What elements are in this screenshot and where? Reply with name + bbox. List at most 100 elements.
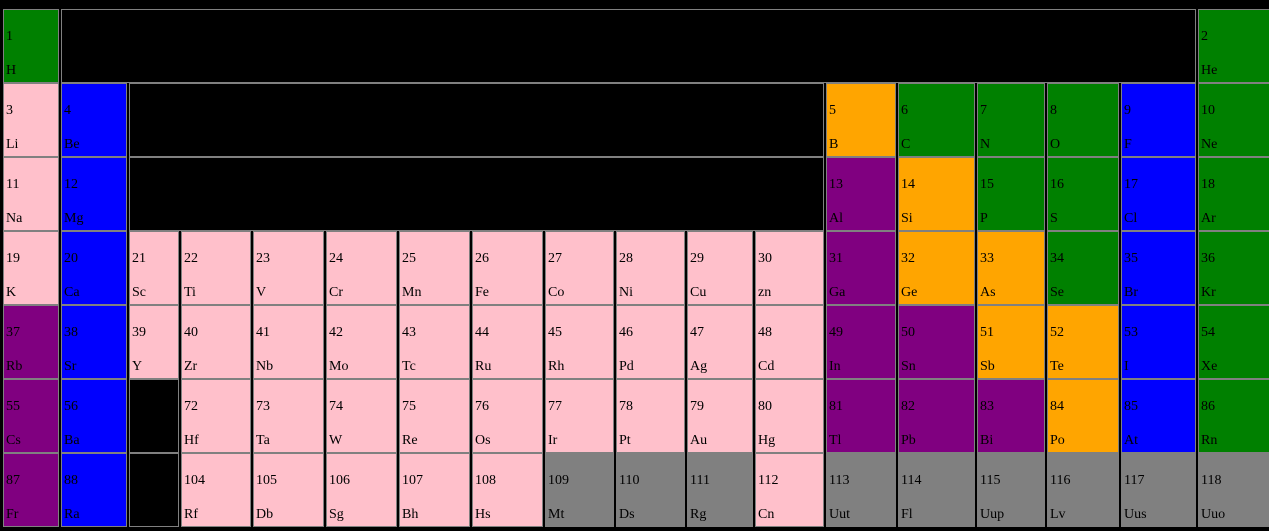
atomic-number: 24 [329, 251, 343, 266]
atomic-number: 84 [1050, 399, 1064, 414]
atomic-number: 35 [1124, 251, 1138, 266]
element-cell-lv: 116 Lv [1047, 453, 1119, 527]
atomic-number: 8 [1050, 103, 1057, 118]
element-symbol: K [6, 285, 17, 300]
atomic-number: 114 [901, 473, 922, 488]
atomic-number: 9 [1124, 103, 1131, 118]
empty-region [129, 157, 824, 231]
element-cell-ge: 32 Ge [898, 231, 975, 305]
atomic-number: 44 [475, 325, 489, 340]
atomic-number: 37 [6, 325, 20, 340]
element-cell-ra: 88 Ra [61, 453, 127, 527]
element-symbol: Pt [619, 433, 631, 448]
atomic-number: 32 [901, 251, 915, 266]
element-cell-zr: 40 Zr [181, 305, 251, 379]
atomic-number: 33 [980, 251, 994, 266]
atomic-number: 26 [475, 251, 489, 266]
element-symbol: Y [132, 359, 143, 374]
element-symbol: Ba [64, 433, 80, 448]
element-cell-tl: 81 Tl [826, 379, 896, 453]
element-symbol: Be [64, 137, 80, 152]
atomic-number: 73 [256, 399, 270, 414]
atomic-number: 28 [619, 251, 633, 266]
atomic-number: 113 [829, 473, 850, 488]
atomic-number: 4 [64, 103, 71, 118]
element-cell-k: 19 K [3, 231, 59, 305]
element-cell-rg: 111 Rg [687, 453, 753, 527]
element-symbol: Ar [1201, 211, 1216, 226]
periodic-table: 1 H 2 He 3 Li 4 Be 5 B 6 C 7 N 8 O 9 F 10 Ne 11 Na 12 Mg 13 Al 14 S… [3, 9, 1269, 529]
element-symbol: Cn [758, 507, 775, 522]
atomic-number: 88 [64, 473, 78, 488]
atomic-number: 45 [548, 325, 562, 340]
element-symbol: Br [1124, 285, 1138, 300]
element-symbol: Ga [829, 285, 846, 300]
atomic-number: 79 [690, 399, 704, 414]
atomic-number: 80 [758, 399, 772, 414]
element-symbol: Pd [619, 359, 634, 374]
element-symbol: Pb [901, 433, 916, 448]
element-symbol: Hs [475, 507, 491, 522]
element-symbol: Sc [132, 285, 146, 300]
element-cell-mo: 42 Mo [326, 305, 397, 379]
element-cell-ta: 73 Ta [253, 379, 324, 453]
atomic-number: 112 [758, 473, 779, 488]
element-cell-uus: 117 Uus [1121, 453, 1196, 527]
element-cell-sg: 106 Sg [326, 453, 397, 527]
atomic-number: 53 [1124, 325, 1138, 340]
element-cell-li: 3 Li [3, 83, 59, 157]
element-cell-mn: 25 Mn [399, 231, 470, 305]
element-cell-v: 23 V [253, 231, 324, 305]
element-cell-sr: 38 Sr [61, 305, 127, 379]
element-cell-cr: 24 Cr [326, 231, 397, 305]
element-cell-ga: 31 Ga [826, 231, 896, 305]
atomic-number: 21 [132, 251, 146, 266]
atomic-number: 14 [901, 177, 915, 192]
element-cell-in: 49 In [826, 305, 896, 379]
atomic-number: 25 [402, 251, 416, 266]
element-cell-ag: 47 Ag [687, 305, 753, 379]
element-cell-pb: 82 Pb [898, 379, 975, 453]
element-cell-rb: 37 Rb [3, 305, 59, 379]
atomic-number: 51 [980, 325, 994, 340]
element-cell-ds: 110 Ds [616, 453, 685, 527]
element-cell-re: 75 Re [399, 379, 470, 453]
atomic-number: 5 [829, 103, 836, 118]
element-cell-cd: 48 Cd [755, 305, 824, 379]
atomic-number: 55 [6, 399, 20, 414]
element-symbol: Ra [64, 507, 80, 522]
element-cell-hf: 72 Hf [181, 379, 251, 453]
element-symbol: Ti [184, 285, 196, 300]
element-symbol: Te [1050, 359, 1064, 374]
element-cell-al: 13 Al [826, 157, 896, 231]
element-cell-se: 34 Se [1047, 231, 1119, 305]
element-symbol: Db [256, 507, 274, 522]
element-cell-cu: 29 Cu [687, 231, 753, 305]
atomic-number: 23 [256, 251, 270, 266]
element-cell-uut: 113 Uut [826, 453, 896, 527]
atomic-number: 104 [184, 473, 205, 488]
element-cell-kr: 36 Kr [1198, 231, 1269, 305]
atomic-number: 118 [1201, 473, 1222, 488]
atomic-number: 1 [6, 29, 13, 44]
element-cell-si: 14 Si [898, 157, 975, 231]
atomic-number: 81 [829, 399, 843, 414]
atomic-number: 16 [1050, 177, 1064, 192]
element-symbol: Rh [548, 359, 565, 374]
element-symbol: Uup [980, 507, 1005, 522]
element-cell-sn: 50 Sn [898, 305, 975, 379]
element-cell-sc: 21 Sc [129, 231, 179, 305]
element-symbol: Cl [1124, 211, 1138, 226]
element-symbol: In [829, 359, 841, 374]
element-cell-he: 2 He [1198, 9, 1269, 83]
element-symbol: As [980, 285, 996, 300]
element-symbol: V [256, 285, 267, 300]
element-symbol: Ag [690, 359, 708, 374]
empty-region [129, 83, 824, 157]
element-symbol: Ru [475, 359, 492, 374]
element-cell-pt: 78 Pt [616, 379, 685, 453]
element-symbol: Bh [402, 507, 419, 522]
